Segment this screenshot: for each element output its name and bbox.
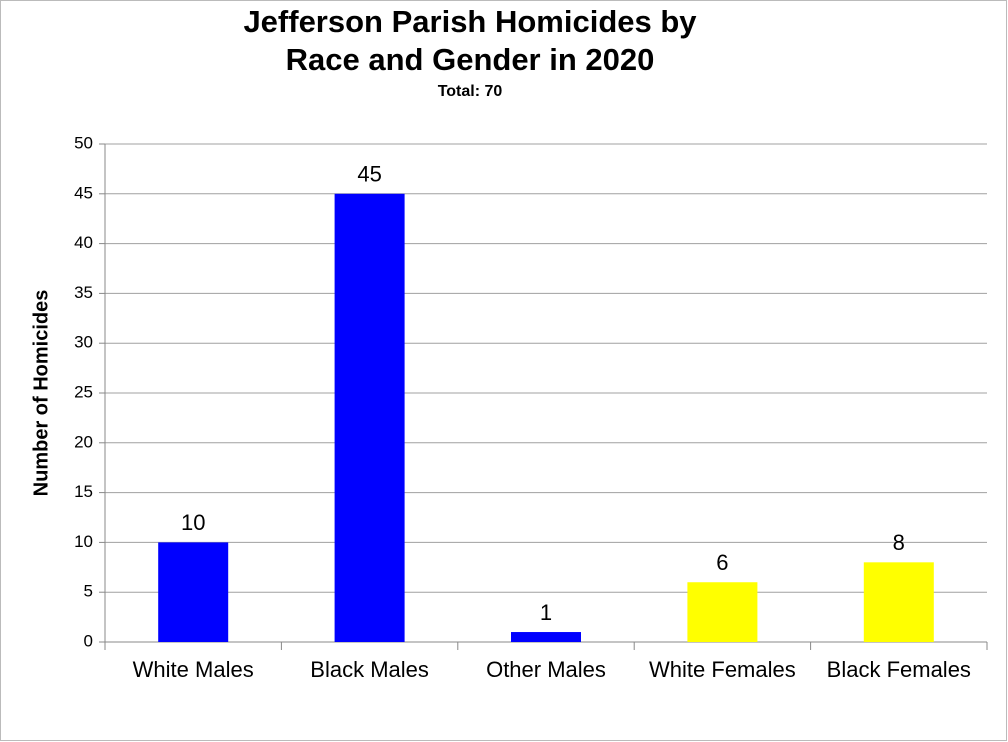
y-tick-label: 20: [74, 432, 93, 451]
value-label: 1: [540, 600, 552, 625]
x-tick-label: Black Females: [827, 657, 971, 682]
y-tick-label: 45: [74, 183, 93, 202]
x-tick-label: White Males: [133, 657, 254, 682]
value-label: 6: [716, 550, 728, 575]
y-tick-label: 30: [74, 333, 93, 352]
x-tick-label: Black Males: [310, 657, 429, 682]
bar: [863, 562, 934, 642]
y-axis-label: Number of Homicides: [30, 290, 52, 497]
chart-title: Jefferson Parish Homicides by: [243, 4, 697, 39]
y-tick-label: 0: [84, 631, 93, 650]
value-label: 8: [893, 530, 905, 555]
x-tick-label: White Females: [649, 657, 796, 682]
chart-title: Race and Gender in 2020: [286, 42, 655, 77]
y-tick-label: 5: [84, 582, 93, 601]
x-tick-label: Other Males: [486, 657, 606, 682]
y-tick-label: 50: [74, 133, 93, 152]
y-tick-label: 10: [74, 532, 93, 551]
value-label: 45: [357, 162, 381, 187]
bar: [334, 193, 405, 643]
y-tick-label: 15: [74, 482, 93, 501]
y-tick-label: 35: [74, 283, 93, 302]
value-label: 10: [181, 510, 205, 535]
chart-subtitle: Total: 70: [438, 83, 503, 100]
y-tick-label: 25: [74, 382, 93, 401]
y-tick-label: 40: [74, 233, 93, 252]
bar: [158, 542, 229, 642]
bar: [511, 632, 581, 642]
bar: [687, 582, 758, 642]
